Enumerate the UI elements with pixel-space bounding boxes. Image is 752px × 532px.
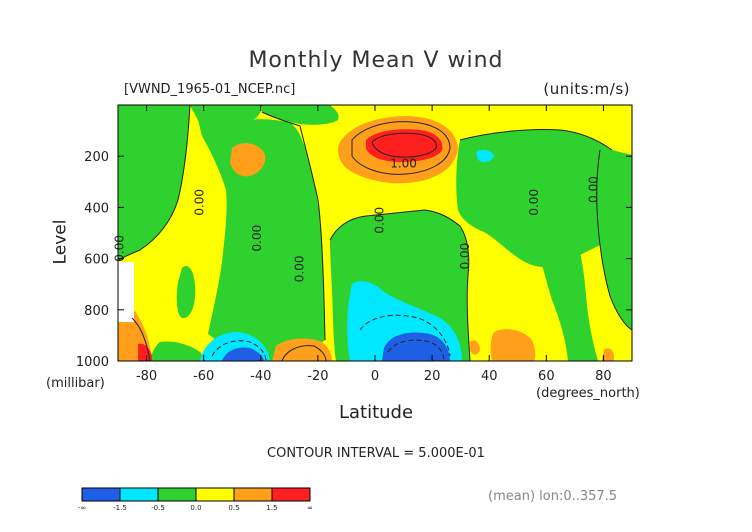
colorbar: -∞ -1.5 -0.5 0.0 0.5 1.5 ∞ (78, 487, 313, 512)
contour-line-zero-right (459, 128, 613, 151)
field-green-bottom-strip (150, 341, 206, 361)
contour-line-pos-left-bottom (131, 317, 151, 361)
chart-title: Monthly Mean V wind (248, 48, 504, 73)
y-tick-label: 200 (84, 150, 109, 165)
x-axis-label: Latitude (338, 402, 414, 423)
contour-line-neg-center-inner (387, 339, 445, 361)
x-axis-unit: (degrees_north) (536, 386, 640, 401)
contour-line-neg-left (211, 340, 267, 361)
contour-fill-layer (118, 105, 632, 361)
x-tick-label: 60 (538, 369, 555, 384)
contour-label: 1.00 (390, 157, 417, 171)
units-label: (units:m/s) (543, 80, 630, 98)
contour-lines (118, 105, 632, 361)
x-tick-label: -40 (250, 369, 271, 384)
y-tick-label: 600 (84, 253, 109, 268)
contour-label: 0.00 (587, 176, 601, 203)
colorbar-level-label: 0.0 (190, 504, 201, 512)
x-tick-label: 20 (424, 369, 441, 384)
y-tick-label: 800 (84, 304, 109, 319)
colorbar-swatch (158, 488, 196, 501)
contour-line-pos-mid-bottom (281, 345, 327, 361)
field-orange-small-right (470, 340, 480, 355)
x-tick-label: 80 (595, 369, 612, 384)
colorbar-level-label: 0.5 (228, 504, 239, 512)
colorbar-level-label: 1.5 (266, 504, 277, 512)
contour-label: 0.00 (193, 189, 207, 216)
field-green-left-lower (176, 265, 196, 319)
x-axis-ticks: -80 -60 -40 -20 0 20 40 60 80 (136, 105, 612, 384)
file-label: [VWND_1965-01_NCEP.nc] (124, 82, 296, 97)
x-tick-label: -60 (193, 369, 214, 384)
y-axis-unit: (millibar) (46, 376, 105, 391)
x-tick-label: -80 (136, 369, 157, 384)
contour-line-zero-left (118, 105, 191, 261)
x-tick-label: 40 (481, 369, 498, 384)
contour-line-zero-center (329, 209, 471, 361)
field-blue-left-bottom (222, 347, 264, 361)
field-orange-bottom-mid (272, 338, 332, 361)
field-blue-center-bottom (382, 332, 450, 361)
field-green-mid-column (198, 119, 325, 361)
x-tick-label: -20 (307, 369, 328, 384)
y-axis-ticks: 200 400 600 800 1000 (76, 150, 632, 370)
field-orange-bottom-right (490, 329, 536, 361)
contour-line-zero-mid (261, 111, 326, 341)
colorbar-level-label: ∞ (307, 504, 313, 512)
colorbar-level-label: -∞ (78, 504, 86, 512)
contour-label: 0.00 (113, 235, 127, 262)
colorbar-level-label: -0.5 (151, 504, 165, 512)
contour-line-jet-outer (351, 121, 451, 175)
field-green-mid-top (262, 105, 339, 125)
colorbar-swatch (196, 488, 234, 501)
colorbar-level-label: -1.5 (113, 504, 127, 512)
x-tick-label: 0 (371, 369, 379, 384)
contour-label: 0.00 (458, 243, 472, 270)
field-green-right-upper (456, 129, 632, 268)
contour-label: 0.00 (527, 189, 541, 216)
field-cyan-small-top (476, 149, 494, 163)
colorbar-swatch (82, 488, 120, 501)
contour-interval-label: CONTOUR INTERVAL = 5.000E-01 (267, 446, 485, 461)
contour-label: 0.00 (373, 207, 387, 234)
field-orange-upper-left-blob (230, 143, 266, 177)
contour-line-zero-farright (596, 149, 632, 331)
y-tick-label: 400 (84, 201, 109, 216)
missing-data-patch (118, 262, 134, 322)
field-orange-bottom-far-right (602, 348, 614, 361)
mean-info-label: (mean) lon:0..357.5 (488, 489, 618, 504)
field-green-left-upper (118, 105, 190, 260)
contour-label: 0.00 (250, 225, 264, 252)
contour-label: 0.00 (293, 255, 307, 282)
colorbar-swatch (120, 488, 158, 501)
field-red-left-bottom (138, 343, 152, 361)
contour-labels: 1.00 0.00 0.00 0.00 0.00 0.00 0.00 0.00 0.00 (113, 157, 601, 282)
colorbar-swatch (234, 488, 272, 501)
contour-line-jet-inner (371, 132, 437, 158)
field-green-right-column (534, 209, 598, 361)
y-tick-label: 1000 (76, 355, 109, 370)
colorbar-swatch (272, 488, 310, 501)
field-green-far-right (596, 150, 632, 330)
contour-line-neg-center (359, 314, 451, 357)
